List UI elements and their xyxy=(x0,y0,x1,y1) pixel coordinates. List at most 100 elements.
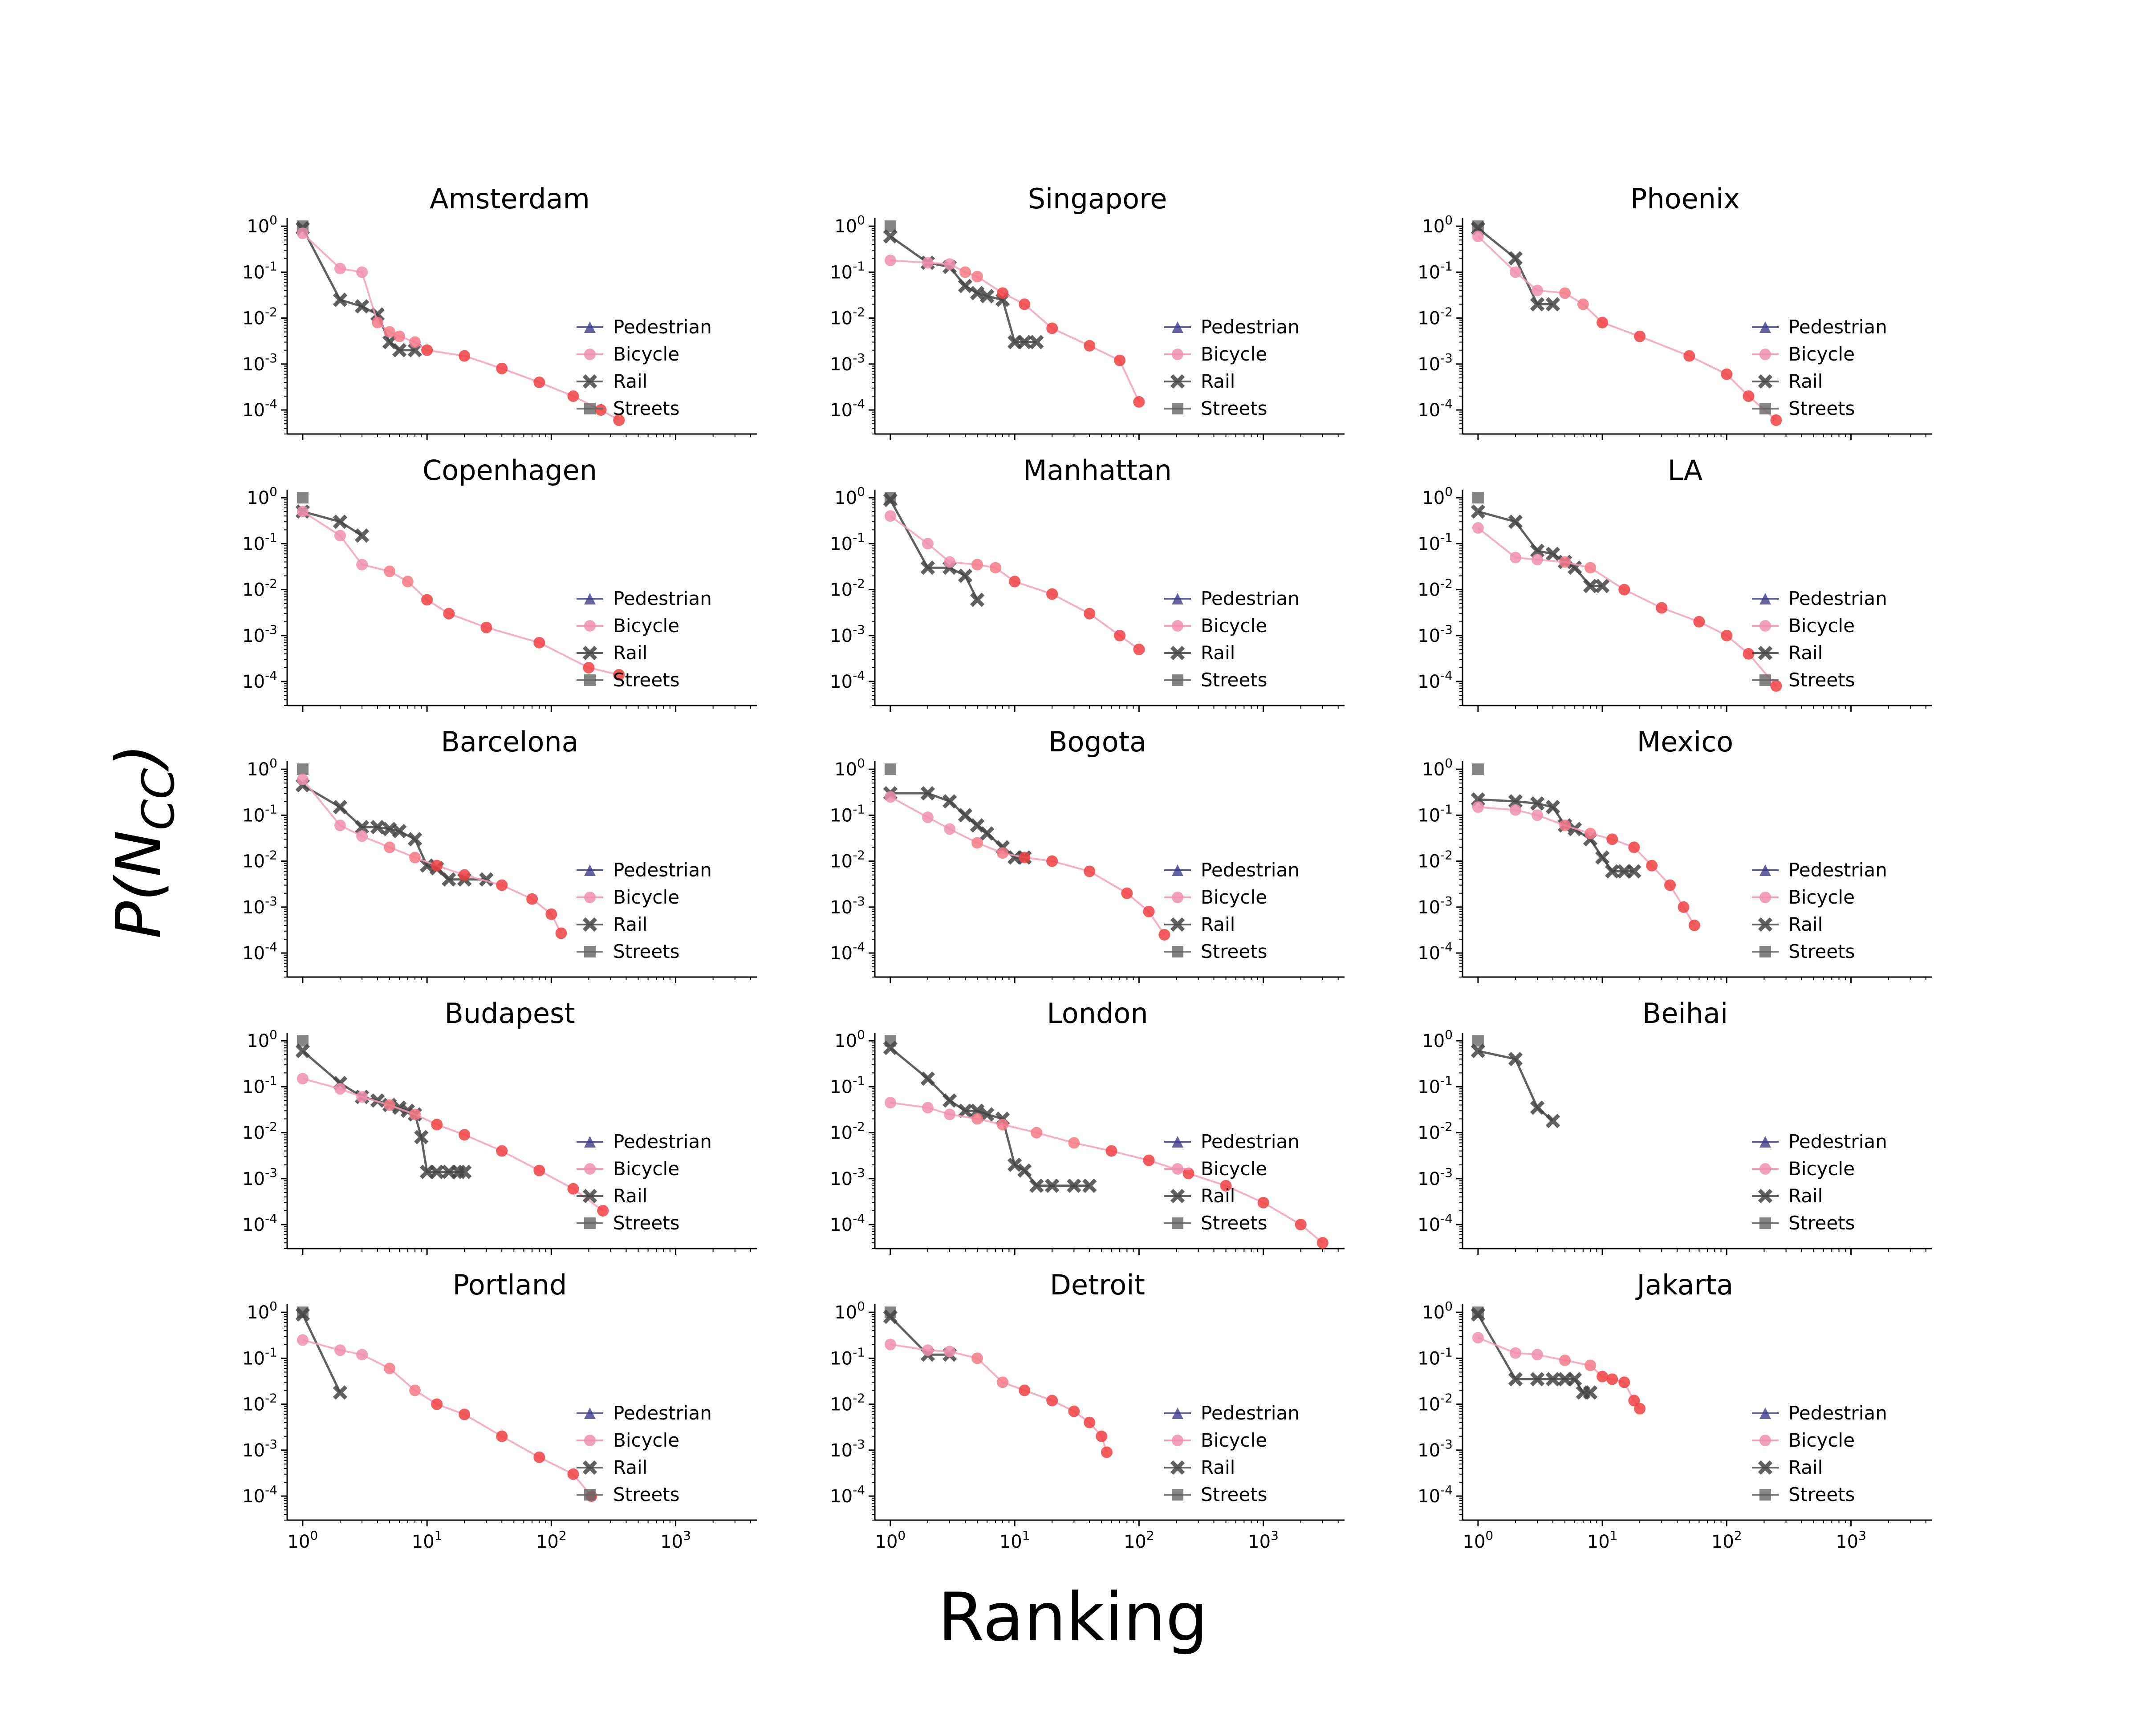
series-rail xyxy=(295,1307,348,1400)
legend-label: Bicycle xyxy=(613,343,679,365)
data-point xyxy=(1017,335,1032,349)
legend-label: Pedestrian xyxy=(613,1402,712,1424)
legend-marker xyxy=(1758,1460,1773,1475)
x-tick-label: 100 xyxy=(1463,1528,1494,1552)
legend-marker xyxy=(1759,1407,1771,1419)
x-tick-label: 103 xyxy=(660,1528,691,1552)
series-rail xyxy=(883,786,1032,865)
data-point xyxy=(1656,602,1668,614)
chart-panel-detroit: Detroit 100 10-1 10-2 10-3 10-4 100 101 102 103 Pe… xyxy=(830,1269,1345,1552)
legend: Pedestrian Bicycle Rail Streets xyxy=(577,1402,712,1505)
data-point xyxy=(414,1130,429,1144)
data-point xyxy=(884,763,896,775)
legend-label: Rail xyxy=(1788,370,1823,392)
data-point xyxy=(1509,552,1521,564)
y-tick-label: 100 xyxy=(247,756,277,780)
chart-panel-amsterdam: Amsterdam 100 10-1 10-2 10-3 10-4 Pedestrian Bi… xyxy=(242,183,757,440)
data-point xyxy=(297,763,309,775)
data-point xyxy=(1530,1372,1545,1387)
y-tick-label: 10-4 xyxy=(242,1483,277,1507)
legend-marker xyxy=(1172,946,1183,957)
data-point xyxy=(526,893,538,905)
legend-label: Pedestrian xyxy=(1201,588,1300,609)
data-point xyxy=(944,556,956,568)
legend-label: Rail xyxy=(1788,1456,1823,1478)
data-point xyxy=(944,258,956,270)
y-tick-label: 10-4 xyxy=(830,940,865,964)
data-point xyxy=(958,1103,973,1118)
data-point xyxy=(883,492,898,507)
data-point xyxy=(419,858,435,873)
data-point xyxy=(1084,608,1096,620)
y-tick-label: 10-3 xyxy=(1418,1165,1453,1189)
chart-title: LA xyxy=(1668,454,1702,487)
legend-marker xyxy=(584,674,596,686)
data-point xyxy=(407,832,423,847)
data-point xyxy=(883,1309,898,1324)
data-point xyxy=(1472,1332,1484,1344)
legend-label: Pedestrian xyxy=(613,1131,712,1152)
panel-grid: Amsterdam 100 10-1 10-2 10-3 10-4 Pedestrian Bi… xyxy=(242,183,1932,1552)
data-point xyxy=(1046,855,1058,867)
legend-label: Rail xyxy=(613,1456,647,1478)
legend-marker xyxy=(1759,321,1771,333)
y-tick-label: 10-1 xyxy=(242,530,277,554)
data-point xyxy=(922,538,934,550)
series-rail xyxy=(1471,221,1560,312)
chart-title: Budapest xyxy=(444,997,575,1030)
data-point xyxy=(884,255,896,267)
legend: Pedestrian Bicycle Rail Streets xyxy=(1164,859,1300,962)
chart-title: Bogota xyxy=(1048,726,1146,758)
y-tick-label: 10-1 xyxy=(1418,259,1453,283)
data-point xyxy=(1508,794,1523,809)
series-bicycle xyxy=(884,791,1170,941)
data-point xyxy=(1509,1347,1521,1359)
data-point xyxy=(944,1108,956,1120)
x-tick-label: 101 xyxy=(1587,1528,1618,1552)
data-point xyxy=(1472,492,1484,504)
legend-marker xyxy=(1758,645,1773,661)
data-point xyxy=(333,514,348,529)
data-point xyxy=(443,608,455,620)
y-tick-label: 10-1 xyxy=(1418,1073,1453,1097)
data-point xyxy=(1114,629,1126,641)
data-point xyxy=(1067,1178,1081,1193)
data-point xyxy=(555,927,567,939)
y-tick-label: 10-4 xyxy=(242,668,277,692)
legend-label: Streets xyxy=(1788,669,1855,691)
data-point xyxy=(1721,368,1733,380)
legend-label: Bicycle xyxy=(1201,1158,1267,1180)
data-point xyxy=(1683,350,1695,362)
data-point xyxy=(1693,616,1705,628)
legend: Pedestrian Bicycle Rail Streets xyxy=(577,1131,712,1234)
legend-marker xyxy=(1172,1407,1183,1419)
data-point xyxy=(1606,1373,1618,1385)
data-point xyxy=(1017,1163,1032,1178)
legend-label: Rail xyxy=(1201,642,1235,664)
data-point xyxy=(1530,1100,1545,1115)
legend-label: Pedestrian xyxy=(1788,1131,1887,1152)
legend: Pedestrian Bicycle Rail Streets xyxy=(577,859,712,962)
data-point xyxy=(613,669,625,681)
data-point xyxy=(356,559,368,571)
data-point xyxy=(1567,1372,1582,1387)
legend-label: Rail xyxy=(1201,913,1235,935)
data-point xyxy=(334,1083,346,1095)
data-point xyxy=(1545,1114,1560,1128)
legend-label: Streets xyxy=(1788,1212,1855,1234)
legend-label: Rail xyxy=(1788,642,1823,664)
series-streets xyxy=(297,763,309,775)
data-point xyxy=(1678,901,1690,913)
data-point xyxy=(1471,1307,1486,1322)
x-tick-label: 100 xyxy=(288,1528,318,1552)
legend-marker xyxy=(584,1489,596,1501)
series-line xyxy=(1478,1337,1641,1409)
y-tick-label: 10-3 xyxy=(242,351,277,375)
chart-title: Amsterdam xyxy=(430,183,590,215)
data-point xyxy=(409,852,421,864)
chart-title: London xyxy=(1047,997,1148,1030)
legend-label: Pedestrian xyxy=(613,316,712,338)
data-point xyxy=(431,860,443,872)
legend-marker xyxy=(584,1435,596,1446)
y-tick-label: 100 xyxy=(1422,484,1453,508)
